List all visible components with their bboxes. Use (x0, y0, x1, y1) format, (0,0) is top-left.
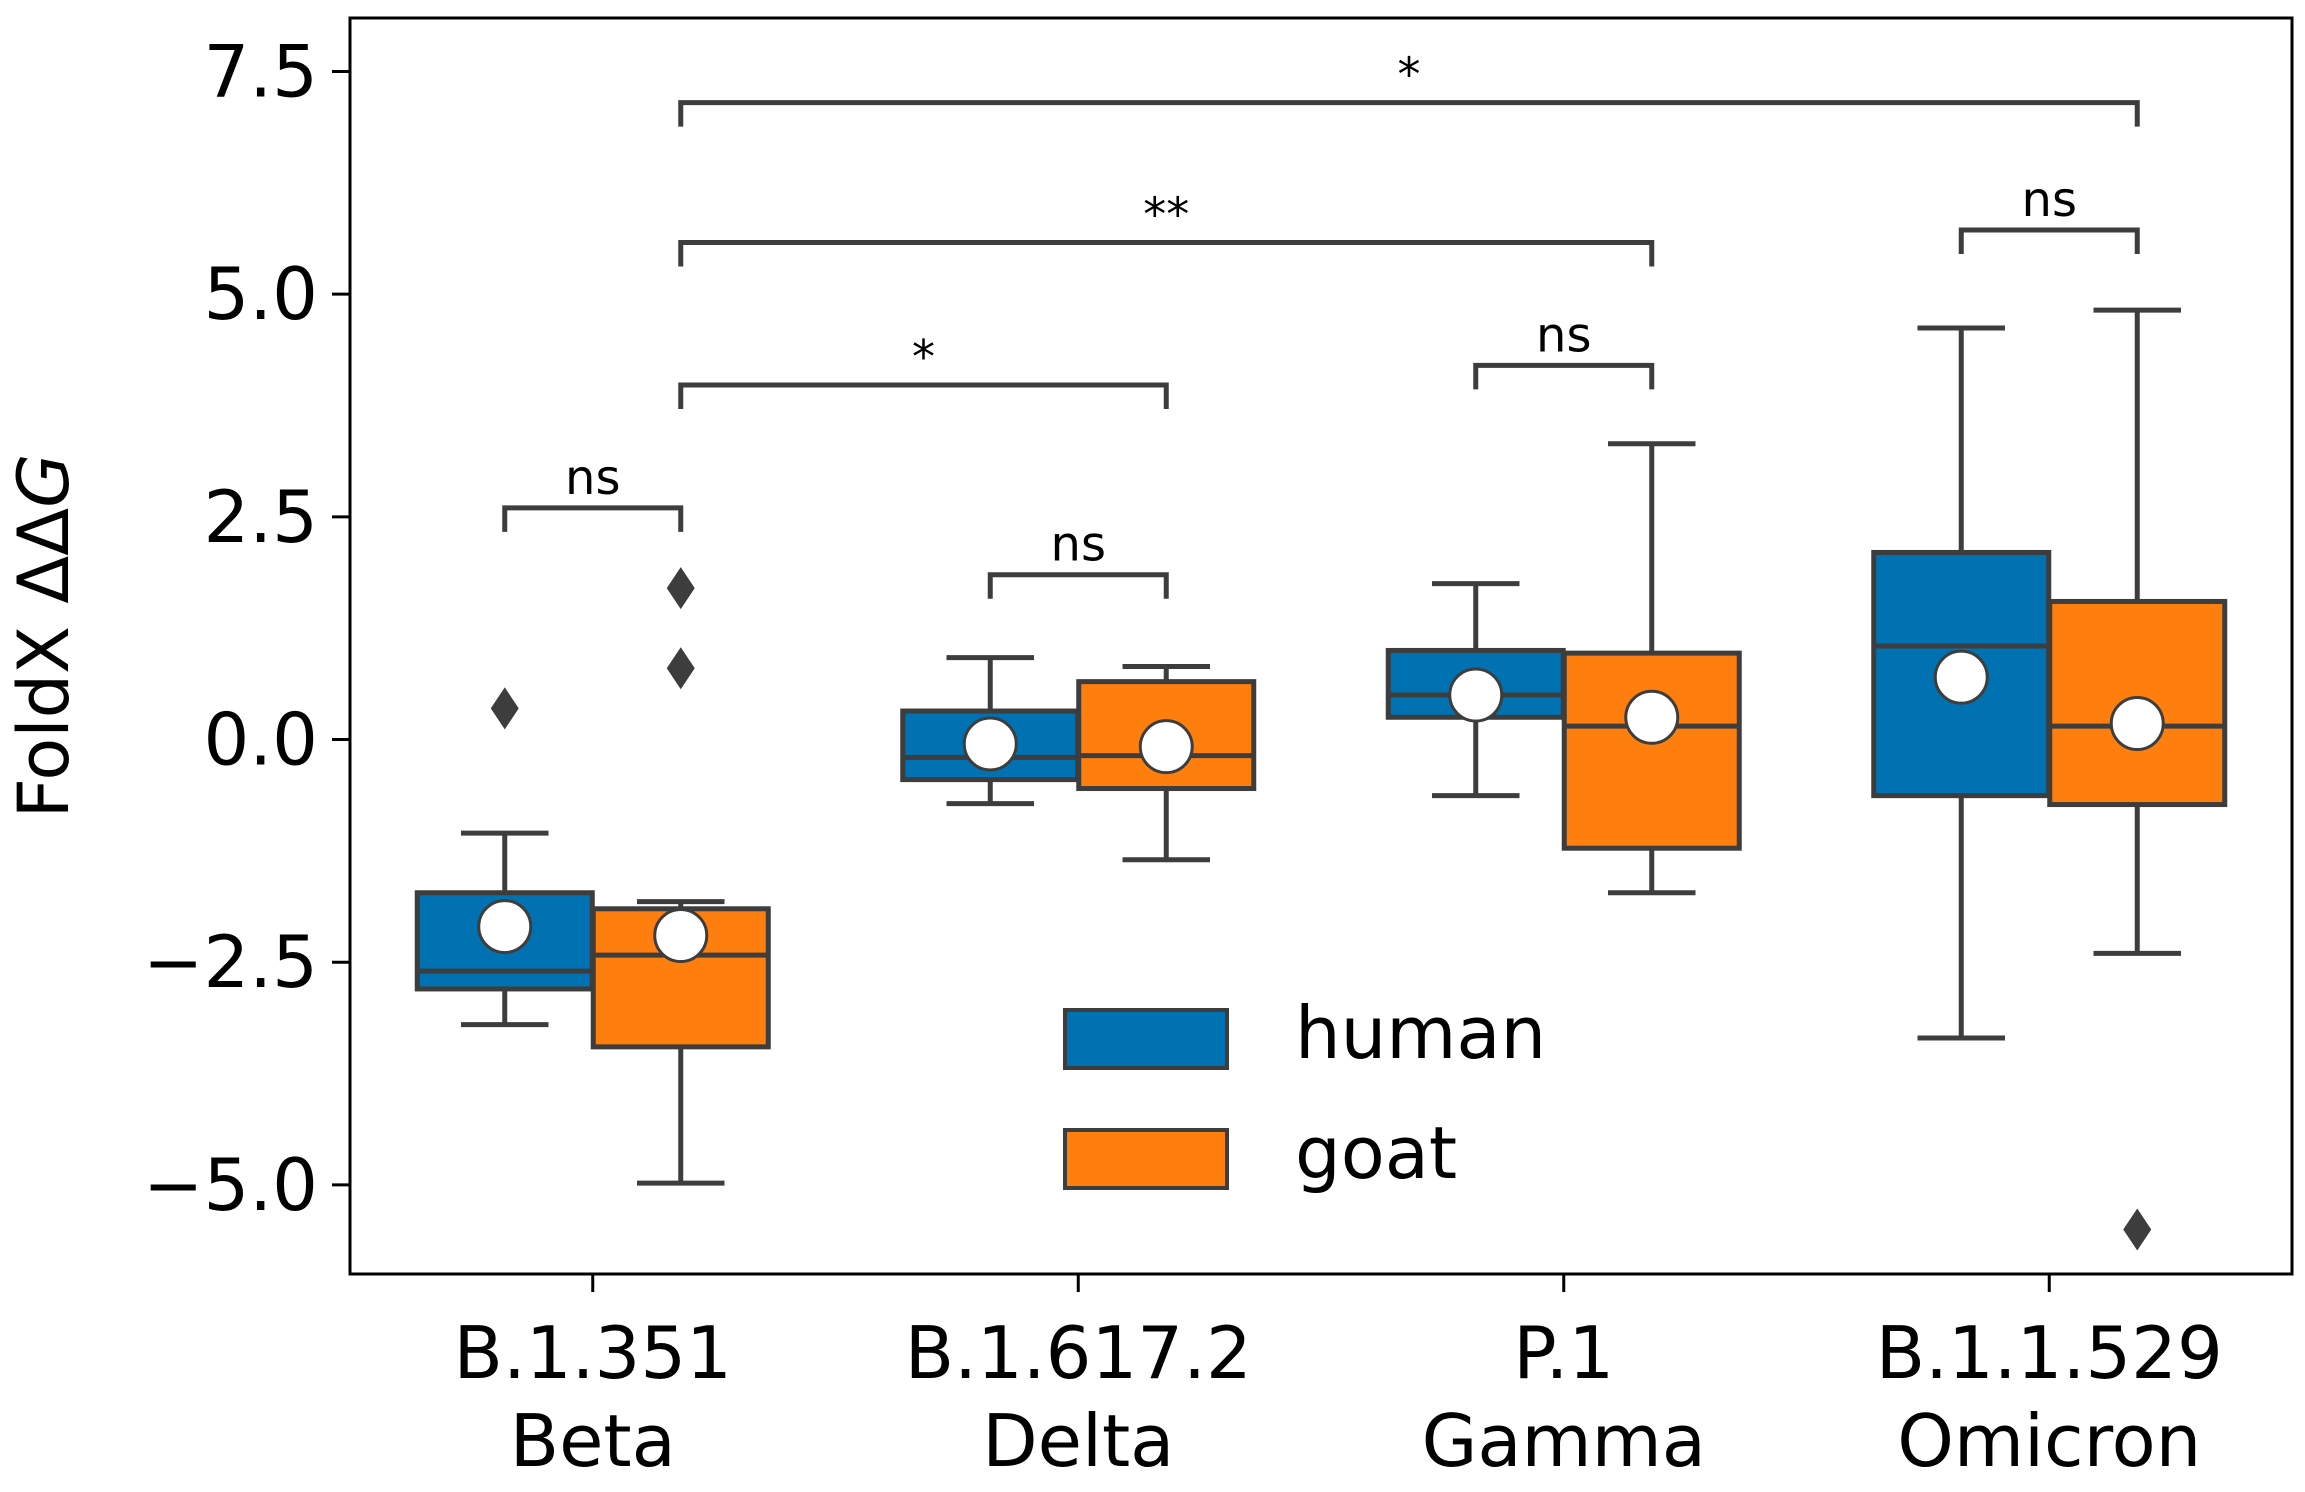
significance-bracket: ns (1473, 307, 1655, 390)
x-tick-label-name: Beta (510, 1399, 676, 1483)
box-human-1 (900, 655, 1081, 807)
x-tick-label-variant: B.1.351 (454, 1311, 732, 1395)
bracket-line (987, 572, 1169, 599)
legend-label-goat: goat (1295, 1111, 1457, 1195)
significance-bracket: ** (678, 187, 1655, 267)
y-tick-label: 2.5 (203, 475, 318, 559)
mean-marker (1624, 689, 1680, 745)
y-tick-label: 0.0 (203, 698, 318, 782)
legend-swatch-goat (1063, 1128, 1229, 1190)
y-tick-label: −2.5 (143, 920, 318, 1004)
y-tick-label: 7.5 (203, 29, 318, 113)
box-iqr (1561, 650, 1742, 851)
box-human-2 (1385, 581, 1566, 799)
significance-label: ns (1536, 307, 1591, 363)
significance-bracket: ns (502, 450, 684, 532)
mean-marker (2109, 695, 2165, 751)
bracket-line (1958, 227, 2140, 255)
y-axis-label-prefix: FoldX ΔΔ (3, 508, 85, 819)
mean-marker (477, 899, 533, 955)
legend-swatch-human (1063, 1008, 1229, 1070)
outlier-marker (666, 647, 695, 690)
x-tick-label-variant: B.1.617.2 (905, 1311, 1252, 1395)
box-goat-0 (590, 567, 771, 1186)
x-tick-label-name: Omicron (1897, 1399, 2201, 1483)
box-goat-2 (1561, 441, 1742, 896)
outlier-marker (666, 567, 695, 610)
bracket-line (678, 382, 1169, 410)
significance-bracket: * (678, 330, 1169, 410)
x-tick-label-name: Gamma (1422, 1399, 1706, 1483)
mean-marker (653, 908, 709, 964)
mean-marker (1138, 719, 1194, 775)
y-axis-label: FoldX ΔΔG (3, 454, 85, 819)
bracket-line (678, 239, 1655, 267)
significance-bracket: ns (1958, 172, 2140, 255)
significance-bracket: ns (987, 517, 1169, 599)
box-goat-3 (2047, 307, 2228, 1251)
significance-label: ** (1143, 187, 1189, 241)
box-human-0 (414, 687, 595, 1028)
x-tick-label-variant: B.1.1.529 (1876, 1311, 2223, 1395)
box-goat-1 (1076, 663, 1257, 863)
outlier-marker (2123, 1208, 2152, 1251)
legend-item-human: human (1063, 991, 1546, 1075)
y-tick-label: 5.0 (203, 252, 318, 336)
significance-label: * (912, 330, 935, 384)
mean-marker (1933, 649, 1989, 705)
significance-label: ns (565, 450, 620, 506)
significance-label: ns (2022, 172, 2077, 228)
significance-label: * (1398, 48, 1421, 102)
bracket-line (1473, 362, 1655, 390)
y-axis-label-italic: G (3, 454, 85, 508)
legend-item-goat: goat (1063, 1111, 1457, 1195)
box-human-3 (1871, 325, 2052, 1041)
mean-marker (1448, 667, 1504, 723)
legend: human goat (1063, 991, 1546, 1195)
x-tick-label-variant: P.1 (1513, 1311, 1614, 1395)
box-series-group (414, 307, 2228, 1251)
significance-bracket: * (678, 48, 2140, 127)
bracket-line (678, 100, 2140, 127)
plot-frame (348, 16, 2294, 1276)
outlier-marker (490, 687, 519, 730)
legend-label-human: human (1295, 991, 1546, 1075)
x-tick-label-name: Delta (982, 1399, 1174, 1483)
mean-marker (962, 716, 1018, 772)
y-tick-label: −5.0 (143, 1143, 318, 1227)
significance-label: ns (1051, 517, 1106, 573)
bracket-line (502, 505, 684, 532)
